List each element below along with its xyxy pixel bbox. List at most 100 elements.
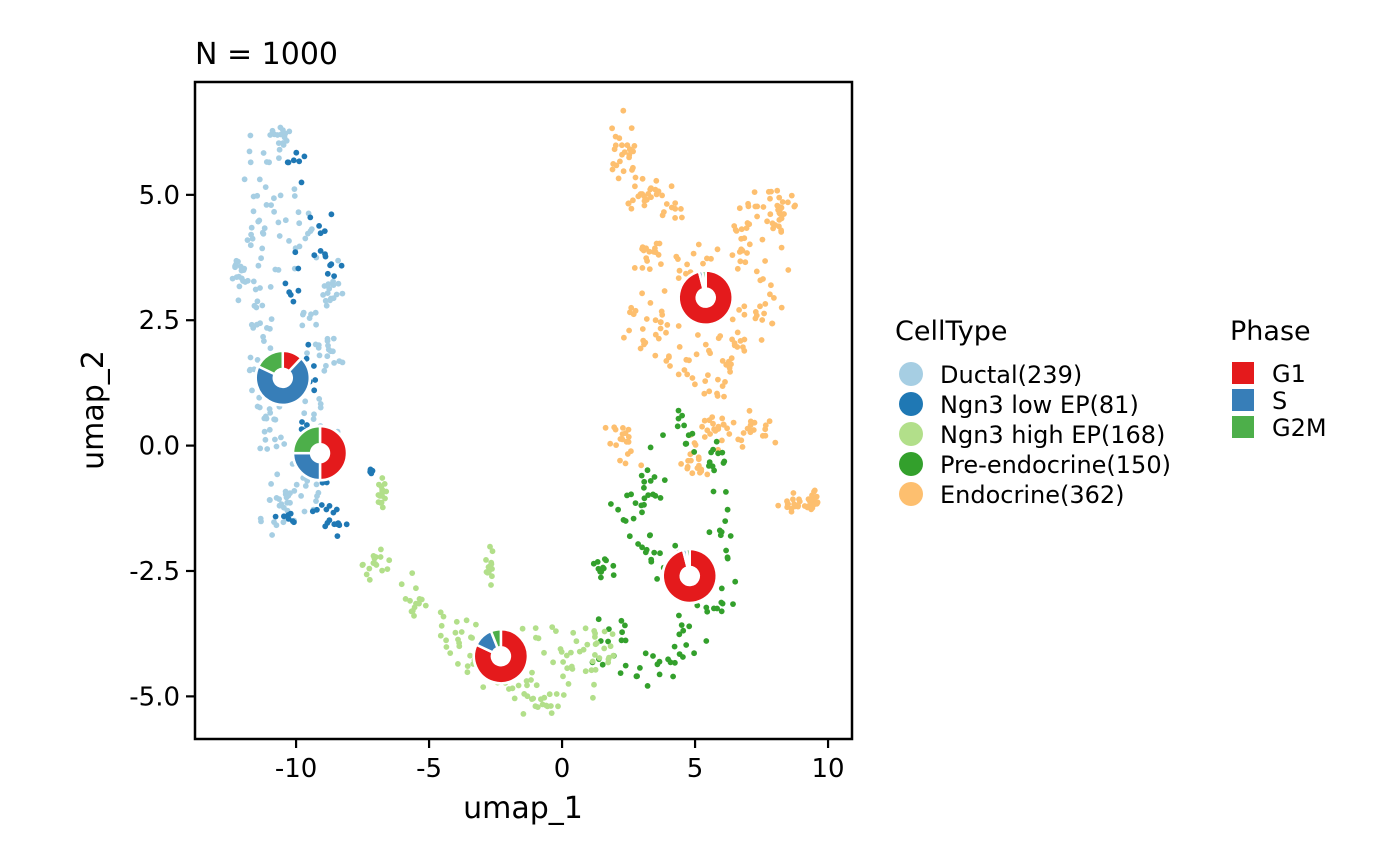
data-point [728,355,735,362]
data-point [487,543,493,550]
data-point [701,390,708,397]
data-point [519,625,526,632]
data-point [701,417,708,424]
data-point [324,290,331,296]
data-point [268,202,274,209]
data-point [641,501,647,508]
data-point [268,481,274,487]
data-point [271,195,277,202]
data-point [771,295,777,301]
data-point [317,230,324,237]
data-point [331,521,338,528]
data-point [324,335,331,342]
data-point [765,188,772,195]
data-point [335,280,342,287]
data-point [776,194,783,201]
data-point [661,288,668,294]
data-point [618,637,625,644]
data-point [694,602,701,609]
data-point [592,634,598,640]
data-point [274,471,281,478]
data-point [291,488,298,494]
data-point [715,450,721,457]
data-point [738,437,745,444]
data-point [323,506,330,513]
data-point [530,695,537,702]
data-point [594,559,601,565]
data-point [646,266,653,272]
data-point [277,124,284,131]
data-point [686,623,693,630]
data-point [719,437,725,444]
data-point [754,213,760,220]
data-point [316,352,323,359]
data-point [275,140,282,147]
data-point [276,233,283,239]
data-point [241,176,248,183]
data-point [560,673,566,680]
data-point [601,645,608,652]
data-point [641,495,648,502]
data-point [278,434,284,441]
data-point [370,560,377,566]
data-point [734,265,741,272]
data-point [612,133,619,140]
legend-label: G1 [1272,360,1306,388]
data-point [463,617,470,624]
data-point [678,461,684,467]
data-point [293,149,300,156]
data-point [672,200,679,207]
data-point [647,478,654,484]
data-point [267,325,273,332]
data-point [229,275,236,282]
data-point [360,561,366,568]
data-point [316,396,323,402]
data-point [407,597,413,604]
data-point [745,203,752,210]
data-point [621,149,628,156]
data-point [323,362,329,369]
data-point [276,146,283,153]
data-point [631,143,638,149]
data-point [285,516,292,522]
data-point [719,358,726,364]
data-point [612,426,619,433]
data-point [267,409,274,416]
data-point [743,225,750,232]
data-point [261,225,268,232]
data-point [658,261,664,267]
data-point [254,192,261,199]
data-point [635,541,641,547]
data-point [594,640,600,646]
data-point [443,644,450,650]
data-point [254,298,261,305]
data-point [313,498,319,504]
data-point [262,436,269,443]
data-point [617,670,624,676]
pie-ngn3-low-ep [291,424,349,482]
data-point [690,250,697,257]
data-point [560,692,567,698]
data-point [674,423,681,430]
data-point [769,220,776,227]
data-point [630,197,636,204]
pie-endocrine [677,269,735,327]
data-point [775,502,782,509]
data-point [269,532,275,538]
data-point [259,229,266,236]
data-point [269,127,276,134]
data-point [651,474,658,480]
data-point [706,417,713,424]
data-point [705,372,711,378]
legend-key [899,452,923,476]
data-point [274,132,281,138]
data-point [684,261,690,268]
data-point [283,137,290,144]
data-point [315,489,322,496]
data-point [652,186,659,193]
pie-slice-g1 [661,547,718,605]
data-point [515,682,522,689]
data-point [644,467,651,474]
